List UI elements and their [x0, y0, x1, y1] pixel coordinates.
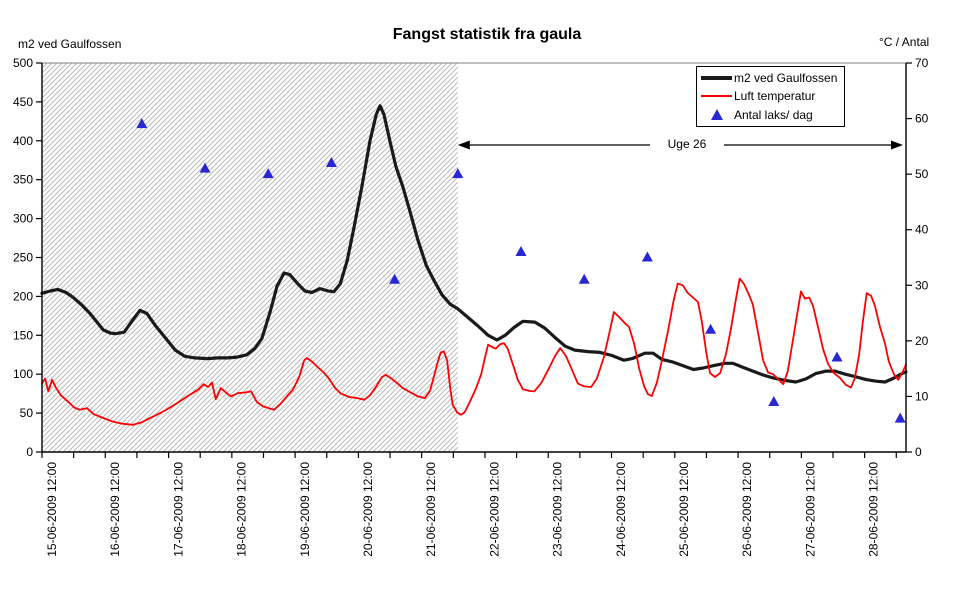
- right-axis-tick-label: 30: [915, 278, 929, 292]
- uge26-arrow: [457, 140, 903, 150]
- salmon-count-marker: [199, 162, 211, 173]
- left-axis-tick-label: 150: [13, 328, 33, 342]
- salmon-count-marker: [452, 168, 464, 179]
- left-axis-tick-label: 450: [13, 95, 33, 109]
- salmon-count-marker: [705, 323, 717, 334]
- red-line-swatch-icon: [701, 95, 732, 98]
- left-axis-tick-label: 200: [13, 289, 33, 303]
- salmon-count-marker: [136, 118, 148, 129]
- chart-series: [40, 104, 908, 426]
- left-axis-title: m2 ved Gaulfossen: [18, 37, 122, 51]
- salmon-count-marker: [389, 273, 401, 284]
- x-axis-date-label: 28-06-2009 12:00: [867, 462, 881, 557]
- right-axis-title: °C / Antal: [879, 35, 930, 49]
- x-axis-date-label: 26-06-2009 12:00: [740, 462, 754, 557]
- x-axis-date-label: 24-06-2009 12:00: [614, 462, 628, 557]
- legend-item-m2: m2 ved Gaulfossen: [701, 69, 844, 87]
- x-axis-date-label: 20-06-2009 12:00: [361, 462, 375, 557]
- x-axis-date-label: 17-06-2009 12:00: [171, 462, 185, 557]
- right-axis-tick-label: 40: [915, 223, 929, 237]
- legend-label: Antal laks/ dag: [734, 107, 813, 122]
- arrowhead-right: [891, 140, 903, 150]
- arrowhead-left: [457, 140, 470, 150]
- week25-shaded-region: [42, 63, 458, 452]
- series-line-m2: [40, 104, 908, 384]
- left-axis-tick-label: 350: [13, 173, 33, 187]
- x-axis-date-label: 16-06-2009 12:00: [108, 462, 122, 557]
- left-axis-tick-label: 300: [13, 212, 33, 226]
- x-axis-date-label: 19-06-2009 12:00: [298, 462, 312, 557]
- legend: m2 ved Gaulfossen Luft temperatur Antal …: [696, 66, 845, 127]
- x-axis-date-label: 21-06-2009 12:00: [424, 462, 438, 557]
- left-axis-tick-label: 500: [13, 56, 33, 70]
- x-axis-date-label: 15-06-2009 12:00: [45, 462, 59, 557]
- legend-label: m2 ved Gaulfossen: [734, 71, 838, 86]
- x-axis-date-label: 27-06-2009 12:00: [803, 462, 817, 557]
- triangle-marker-swatch-icon: [701, 109, 732, 121]
- right-axis-tick-label: 0: [915, 445, 922, 459]
- hatched-area: [42, 63, 458, 452]
- legend-item-salmon: Antal laks/ dag: [701, 106, 844, 124]
- right-axis-tick-label: 70: [915, 56, 929, 70]
- left-axis-tick-label: 50: [20, 406, 34, 420]
- chart-title: Fangst statistik fra gaula: [392, 26, 582, 43]
- salmon-count-marker: [831, 351, 843, 362]
- left-axis-tick-label: 100: [13, 367, 33, 381]
- legend-label: Luft temperatur: [734, 89, 816, 104]
- series-line-temperature: [41, 277, 907, 426]
- thick-line-swatch-icon: [701, 76, 732, 81]
- right-axis-tick-label: 50: [915, 167, 929, 181]
- left-axis-tick-label: 250: [13, 251, 33, 265]
- x-axis-date-label: 18-06-2009 12:00: [235, 462, 249, 557]
- legend-item-temperature: Luft temperatur: [701, 87, 844, 105]
- salmon-count-marker: [768, 395, 780, 406]
- right-axis-tick-label: 60: [915, 112, 929, 126]
- salmon-count-marker: [325, 157, 337, 168]
- salmon-count-marker: [515, 245, 527, 256]
- right-axis-tick-label: 20: [915, 334, 929, 348]
- x-axis-date-label: 22-06-2009 12:00: [487, 462, 501, 557]
- salmon-count-marker: [578, 273, 590, 284]
- left-axis-tick-label: 400: [13, 134, 33, 148]
- salmon-count-marker: [894, 412, 906, 423]
- salmon-count-marker: [262, 168, 274, 179]
- salmon-count-marker: [641, 251, 653, 262]
- right-axis-tick-label: 10: [915, 389, 929, 403]
- left-axis-tick-label: 0: [26, 445, 33, 459]
- x-axis-date-label: 25-06-2009 12:00: [677, 462, 691, 557]
- chart-axes: 0 50 100 150 200 250 300 350 400 450 500 0 10 20 30 40 5…: [13, 56, 929, 557]
- week-annotation-label: Uge 26: [650, 137, 724, 151]
- x-axis-date-label: 23-06-2009 12:00: [551, 462, 565, 557]
